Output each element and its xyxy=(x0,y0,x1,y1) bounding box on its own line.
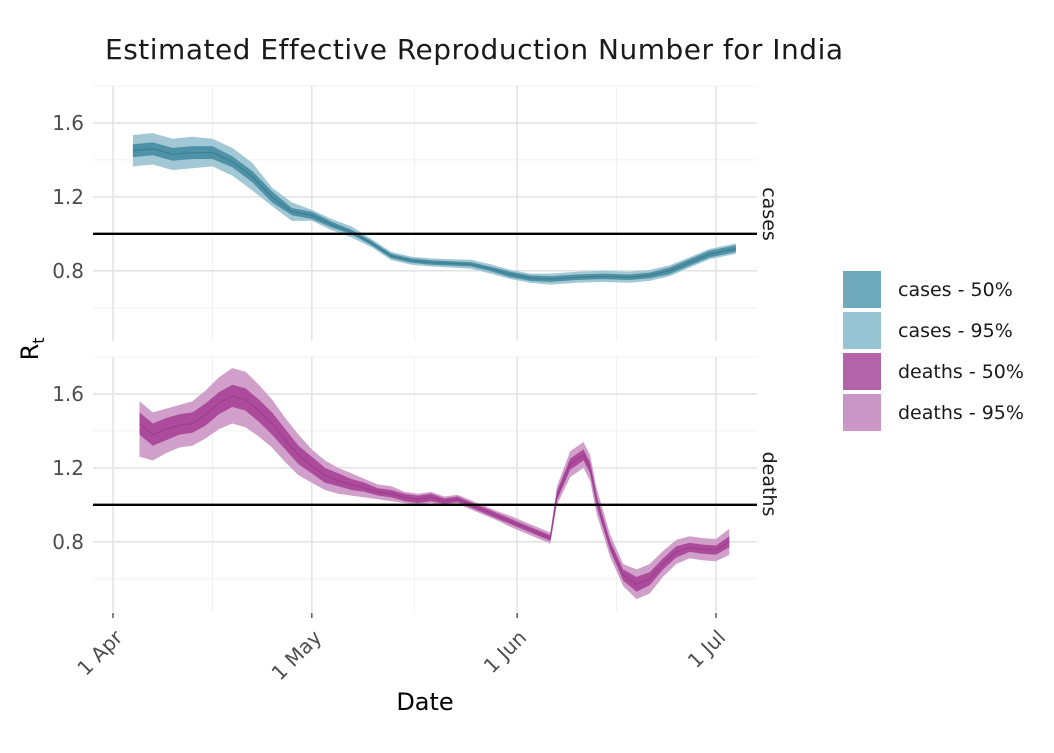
deaths-median-line xyxy=(139,395,730,586)
y-axis-title-text: R xyxy=(16,343,45,361)
legend-item-label: deaths - 95% xyxy=(898,401,1024,424)
y-tick-label: 0.8 xyxy=(52,529,84,554)
legend-item: deaths - 50% xyxy=(843,353,1024,390)
x-axis-title: Date xyxy=(396,688,454,716)
cases-median-line xyxy=(132,148,737,280)
cases-ribbon-50 xyxy=(132,142,736,282)
facet-panel-cases xyxy=(93,85,757,341)
legend-item-label: cases - 50% xyxy=(898,278,1013,301)
legend-swatch xyxy=(843,394,881,431)
legend-item-label: cases - 95% xyxy=(898,319,1013,342)
legend: cases - 50% cases - 95% deaths - 50% deaths… xyxy=(843,271,1024,435)
legend-swatch xyxy=(843,271,881,308)
deaths-ribbon-95 xyxy=(139,368,730,600)
y-tick-label: 1.6 xyxy=(52,111,84,135)
y-tick-label: 0.8 xyxy=(52,258,84,283)
facet-label-deaths: deaths xyxy=(758,451,780,517)
chart-title: Estimated Effective Reproduction Number … xyxy=(105,33,844,66)
legend-item: cases - 50% xyxy=(843,271,1024,308)
y-axis-title: Rt xyxy=(16,317,48,381)
deaths-ribbon-50 xyxy=(139,384,730,592)
facet-label-cases: cases xyxy=(758,187,780,241)
legend-item-label: deaths - 50% xyxy=(898,360,1024,383)
y-tick-label: 1.2 xyxy=(52,184,84,209)
facet-panel-deaths xyxy=(93,356,757,612)
legend-swatch xyxy=(843,353,881,390)
legend-swatch xyxy=(843,312,881,349)
y-tick-label: 1.2 xyxy=(52,455,84,480)
legend-item: deaths - 95% xyxy=(843,394,1024,431)
y-axis-title-subscript: t xyxy=(28,337,48,344)
legend-item: cases - 95% xyxy=(843,312,1024,349)
y-tick-label: 1.6 xyxy=(52,382,84,406)
